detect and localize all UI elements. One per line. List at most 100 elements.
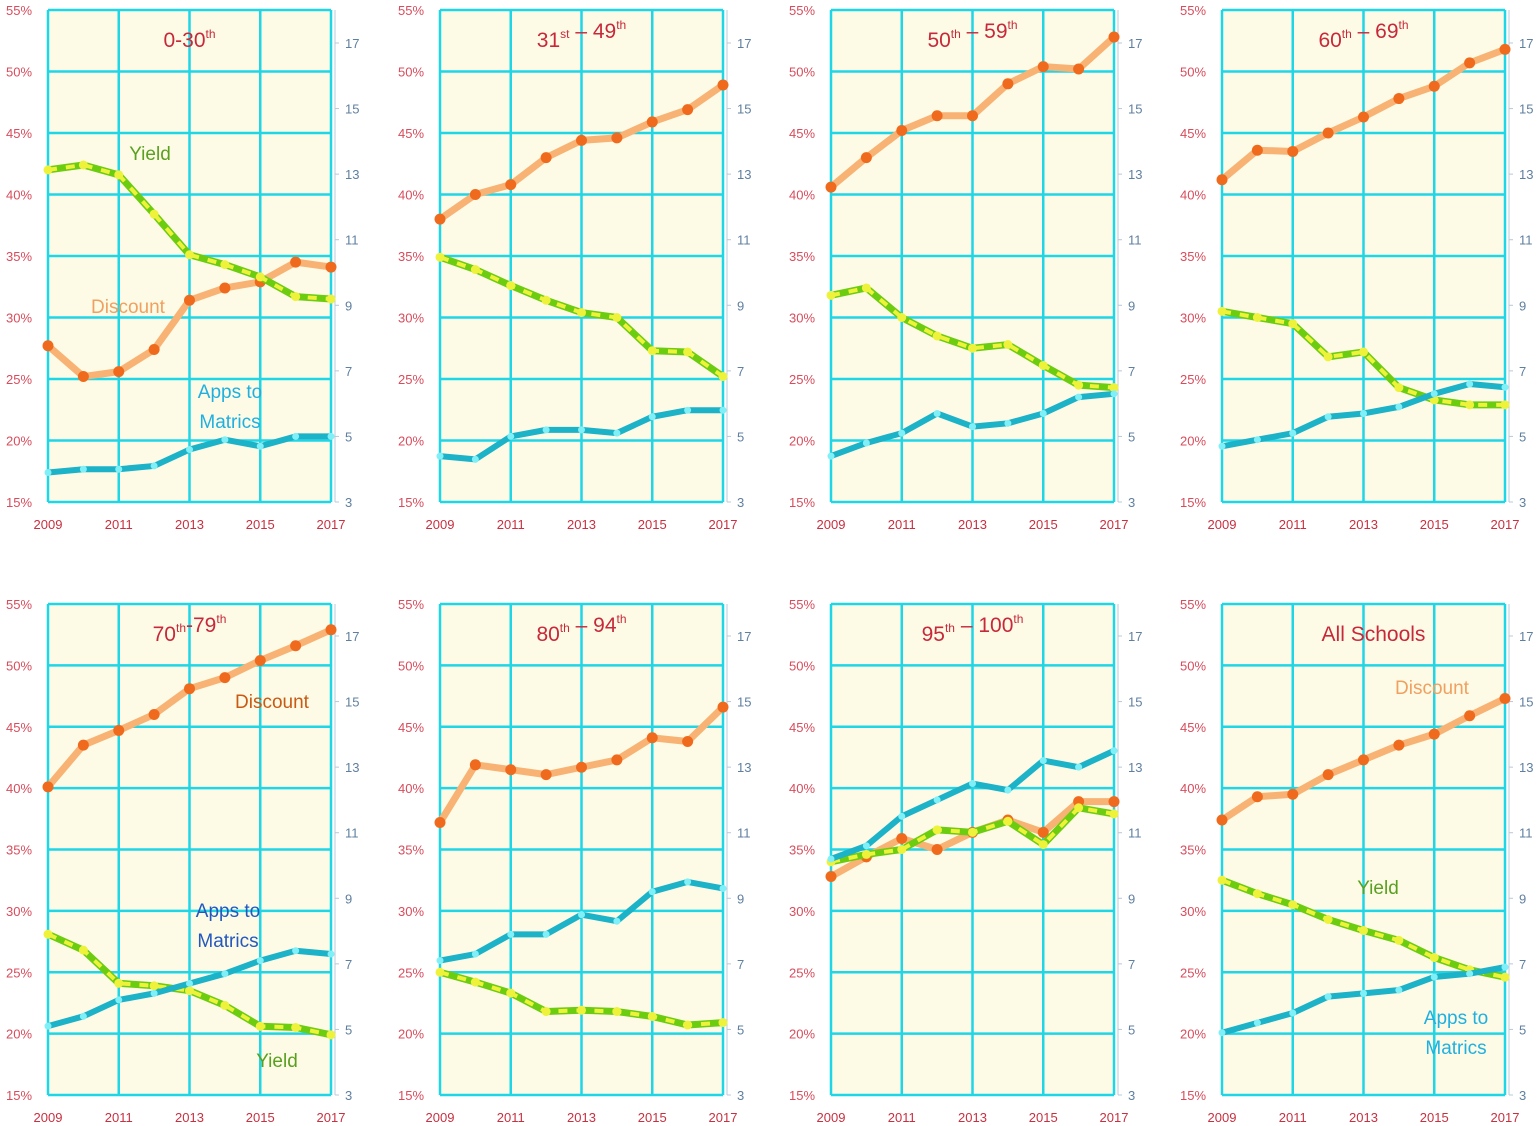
apps-point-2015 — [648, 413, 656, 421]
series-label-apps: Apps to — [198, 382, 262, 403]
apps-point-2017 — [719, 884, 727, 892]
yield-point-2016 — [1074, 380, 1084, 390]
discount-point-2009 — [1216, 174, 1228, 186]
y-right-tick-label: 13 — [345, 167, 359, 182]
x-tick-label: 2017 — [709, 1110, 738, 1125]
discount-point-2009 — [42, 781, 54, 793]
y-left-tick-label: 30% — [789, 311, 815, 326]
panel-title-superscript: th — [951, 27, 961, 41]
apps-point-2013 — [1360, 409, 1367, 417]
discount-point-2012 — [148, 708, 160, 720]
apps-point-2017 — [327, 950, 335, 958]
y-right-tick-label: 3 — [1519, 1088, 1526, 1103]
x-tick-label: 2017 — [1100, 1110, 1129, 1125]
y-left-tick-label: 30% — [398, 311, 424, 326]
y-left-tick-label: 55% — [789, 3, 815, 18]
panel-title-text: – 100 — [955, 614, 1013, 637]
apps-point-2010 — [862, 439, 870, 447]
y-right-tick-label: 13 — [345, 760, 359, 775]
panel-title-superscript: th — [560, 621, 570, 635]
y-right-tick-label: 5 — [1128, 429, 1135, 444]
yield-point-2017 — [718, 1018, 728, 1028]
apps-point-2014 — [1004, 419, 1012, 427]
y-right-tick-label: 3 — [737, 495, 744, 510]
yield-point-2015 — [1038, 840, 1048, 850]
yield-point-2014 — [1003, 340, 1013, 350]
discount-point-2014 — [219, 282, 231, 294]
y-left-tick-label: 50% — [398, 658, 424, 673]
apps-point-2011 — [115, 996, 123, 1004]
x-tick-label: 2013 — [1349, 517, 1378, 532]
y-right-tick-label: 9 — [345, 891, 352, 906]
discount-point-2017 — [1108, 796, 1120, 808]
apps-point-2014 — [1395, 403, 1403, 411]
yield-point-2017 — [1500, 972, 1510, 982]
panel-title-text: – 69 — [1352, 20, 1399, 43]
series-apps — [1218, 963, 1509, 1037]
series-apps — [436, 878, 727, 965]
yield-point-2015 — [1429, 953, 1439, 963]
yield-point-2010 — [1252, 889, 1262, 899]
y-right-tick-label: 9 — [1128, 891, 1135, 906]
series-discount — [1216, 693, 1511, 826]
discount-point-2012 — [931, 110, 943, 122]
discount-point-2016 — [682, 104, 694, 116]
x-tick-label: 2011 — [105, 517, 133, 532]
discount-point-2011 — [113, 366, 125, 378]
x-tick-label: 2017 — [1100, 517, 1129, 532]
y-left-tick-label: 40% — [398, 188, 424, 203]
apps-point-2015 — [1430, 390, 1438, 398]
yield-point-2009 — [1217, 875, 1227, 885]
y-left-tick-label: 35% — [6, 249, 32, 264]
y-left-tick-label: 45% — [789, 720, 815, 735]
yield-point-2016 — [683, 347, 693, 357]
y-right-tick-label: 11 — [1519, 826, 1533, 841]
y-left-tick-label: 45% — [398, 126, 424, 141]
y-right-tick-label: 11 — [737, 826, 751, 841]
discount-point-2016 — [1464, 710, 1476, 722]
y-right-tick-label: 9 — [737, 298, 744, 313]
panel-title-superscript: st — [560, 27, 570, 41]
y-right-tick-label: 17 — [1128, 629, 1142, 644]
y-right-tick-label: 13 — [1128, 760, 1142, 775]
discount-point-2015 — [1037, 826, 1049, 838]
discount-point-2011 — [896, 125, 908, 137]
discount-point-2016 — [290, 640, 302, 652]
panel-title-text: – 59 — [961, 20, 1008, 43]
panel-title-superscript: th — [216, 612, 226, 626]
x-tick-label: 2013 — [1349, 1110, 1378, 1125]
series-apps — [44, 947, 335, 1030]
y-left-tick-label: 35% — [6, 843, 32, 858]
panel-title: 31st – 49th — [537, 18, 626, 52]
panel-title-superscript: th — [1008, 18, 1018, 32]
apps-point-2016 — [1466, 970, 1474, 978]
panel-title-superscript: th — [616, 18, 626, 32]
y-left-tick-label: 55% — [1180, 597, 1206, 612]
yield-point-2011 — [114, 170, 124, 180]
panel-title-text: 95 — [922, 623, 945, 646]
series-label-apps: Matrics — [197, 931, 258, 952]
apps-point-2012 — [150, 462, 158, 470]
yield-point-2013 — [968, 343, 977, 353]
panel-3: 15% 20% 25% 30% 35% 40% 45% 50% 55% 2009 2011 2013 2… — [789, 3, 1142, 532]
apps-point-2010 — [79, 465, 87, 473]
y-right-tick-label: 13 — [1519, 760, 1533, 775]
y-left-tick-label: 30% — [789, 904, 815, 919]
yield-point-2014 — [612, 1007, 622, 1017]
apps-point-2009 — [44, 468, 52, 476]
yield-point-2011 — [1288, 900, 1298, 910]
series-yield — [826, 283, 1119, 393]
series-label-discount: Discount — [91, 297, 166, 318]
y-left-tick-label: 50% — [6, 65, 32, 80]
x-tick-label: 2013 — [567, 517, 596, 532]
discount-point-2017 — [717, 79, 729, 91]
y-left-tick-label: 45% — [789, 126, 815, 141]
apps-point-2010 — [471, 950, 479, 958]
apps-point-2016 — [684, 878, 692, 886]
discount-point-2012 — [1322, 127, 1334, 139]
y-left-tick-label: 55% — [398, 597, 424, 612]
discount-point-2013 — [1358, 111, 1369, 123]
yield-point-2010 — [470, 265, 480, 275]
apps-point-2012 — [933, 796, 941, 804]
